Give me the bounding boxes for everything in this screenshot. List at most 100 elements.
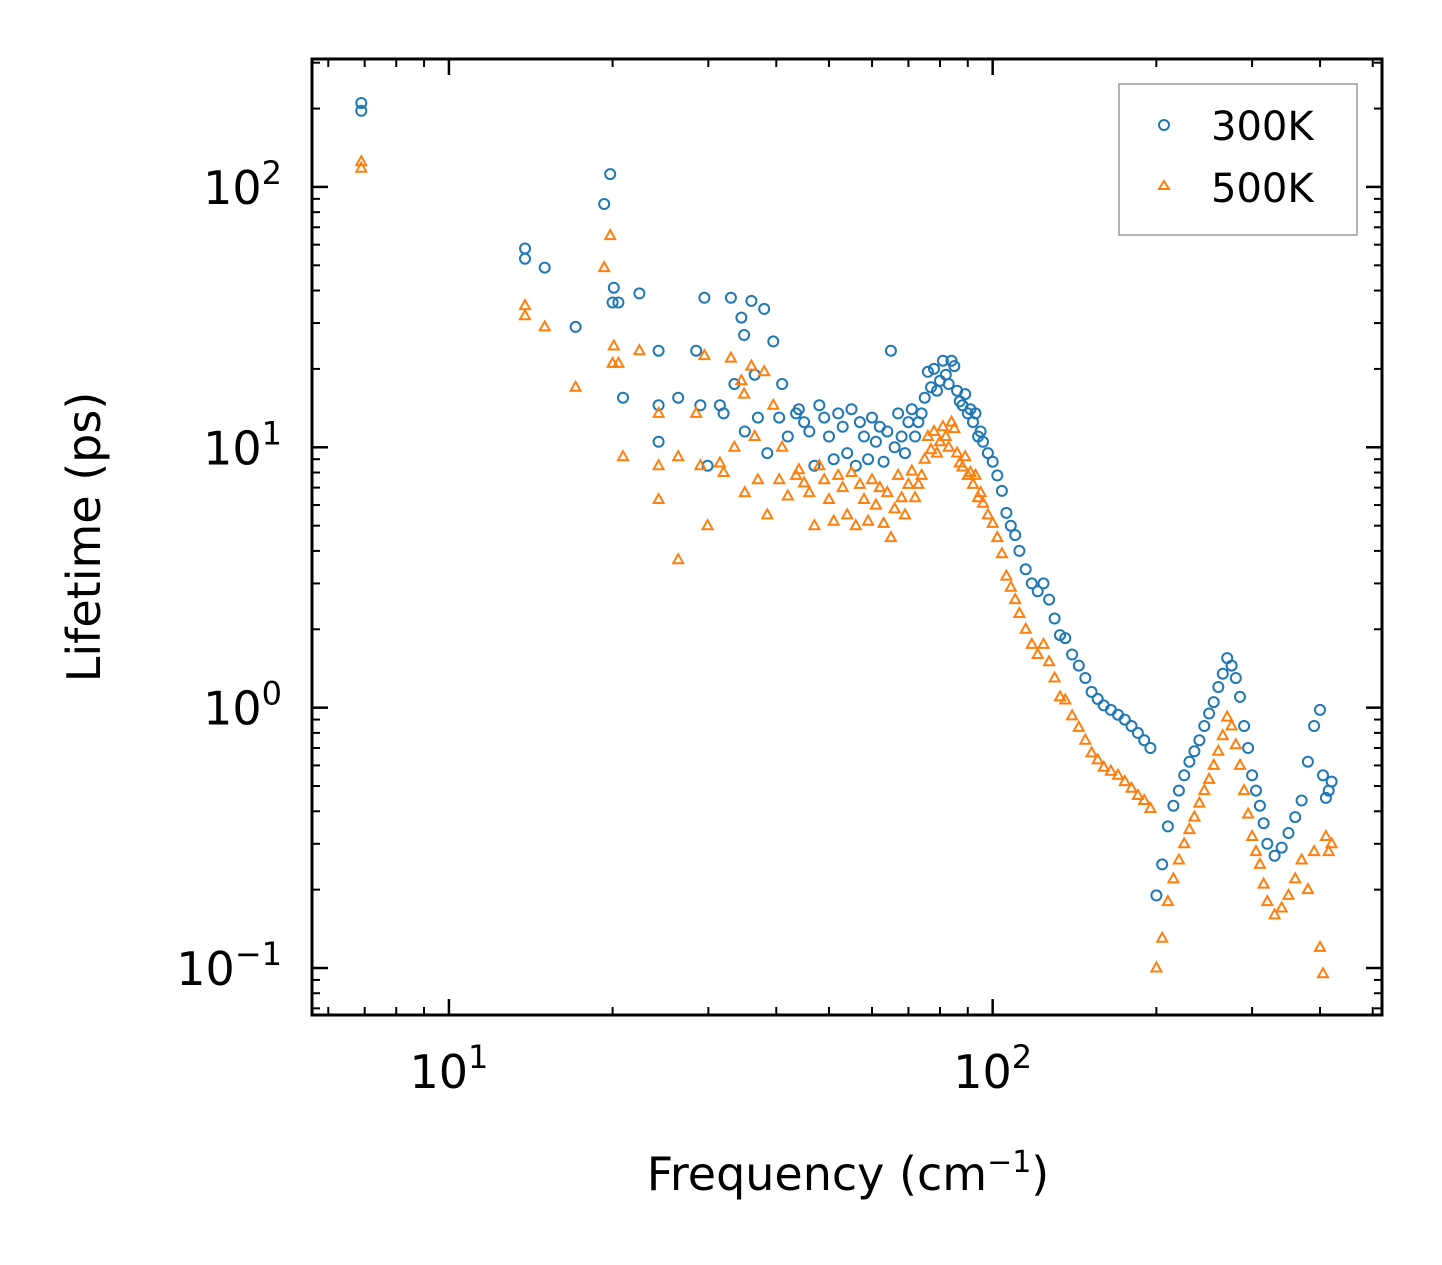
point-300k xyxy=(853,416,866,429)
point-500k xyxy=(724,350,738,363)
point-500k xyxy=(538,319,552,332)
x-axis-label: Frequency (cm−1) xyxy=(647,1145,1050,1201)
point-500k xyxy=(1220,709,1234,722)
point-300k xyxy=(915,407,928,420)
point-300k xyxy=(818,411,831,424)
point-300k xyxy=(617,391,629,404)
point-300k xyxy=(845,403,858,416)
point-300k xyxy=(1289,811,1302,824)
point-300k xyxy=(1079,672,1092,684)
point-500k xyxy=(1078,732,1092,745)
point-500k xyxy=(1281,887,1296,900)
point-300k xyxy=(918,391,931,404)
point-500k xyxy=(697,348,712,361)
point-500k xyxy=(891,467,905,480)
point-300k xyxy=(798,416,811,429)
point-300k xyxy=(1019,563,1032,576)
point-500k xyxy=(671,449,685,462)
point-300k xyxy=(884,344,897,357)
point-500k xyxy=(853,476,867,489)
y-tick-labels: 10−1 100 101 102 xyxy=(176,154,282,996)
point-500k xyxy=(1294,852,1309,865)
point-300k xyxy=(1125,720,1138,732)
point-500k xyxy=(772,472,786,485)
point-500k xyxy=(1256,876,1271,889)
point-500k xyxy=(789,467,803,480)
point-300k xyxy=(832,407,845,420)
point-300k xyxy=(694,399,707,412)
point-300k xyxy=(1261,837,1274,850)
point-300k xyxy=(1091,693,1104,705)
point-500k xyxy=(1118,774,1132,787)
point-300k xyxy=(1178,769,1191,782)
point-300k xyxy=(909,430,922,443)
point-300k xyxy=(598,198,611,210)
point-500k xyxy=(797,475,811,488)
point-300k xyxy=(776,378,789,390)
point-500k xyxy=(671,552,685,565)
legend-label-300k: 300K xyxy=(1211,104,1315,150)
point-500k xyxy=(990,530,1004,543)
point-500k xyxy=(1091,752,1105,765)
point-300k xyxy=(1013,544,1026,557)
point-500k xyxy=(689,405,703,418)
point-500k xyxy=(939,428,953,441)
point-500k xyxy=(700,518,715,531)
point-300k xyxy=(921,365,934,378)
point-300k xyxy=(1253,799,1266,812)
point-300k xyxy=(991,469,1004,482)
point-500k xyxy=(947,421,961,434)
point-500k xyxy=(651,458,666,471)
point-500k xyxy=(1111,767,1125,780)
point-300k xyxy=(1172,784,1185,797)
point-300k xyxy=(969,407,982,420)
point-500k xyxy=(603,228,617,241)
point-300k xyxy=(1225,659,1238,672)
point-300k xyxy=(1207,696,1220,709)
point-300k xyxy=(1314,703,1326,716)
point-300k xyxy=(892,407,905,420)
point-300k xyxy=(612,296,625,309)
point-300k xyxy=(1319,791,1332,804)
point-500k xyxy=(944,414,959,427)
point-300k xyxy=(735,311,748,324)
point-300k xyxy=(1268,849,1281,862)
point-500k xyxy=(976,495,990,508)
point-500k xyxy=(942,439,956,452)
point-500k xyxy=(1216,728,1230,741)
point-500k xyxy=(898,507,912,520)
point-300k xyxy=(862,453,875,466)
point-500k xyxy=(1211,743,1225,756)
point-300k xyxy=(1257,817,1270,830)
point-300k xyxy=(808,459,821,472)
point-500k xyxy=(607,338,621,351)
point-300k xyxy=(1308,720,1321,732)
point-300k xyxy=(1150,889,1163,902)
point-300k xyxy=(858,430,870,443)
point-300k xyxy=(942,378,955,390)
point-500k xyxy=(1237,783,1251,796)
point-300k xyxy=(925,381,937,394)
point-300k xyxy=(1066,648,1079,661)
point-300k xyxy=(1025,577,1038,590)
point-500k xyxy=(963,464,978,477)
point-300k xyxy=(1138,734,1151,747)
point-300k xyxy=(355,97,368,109)
point-300k xyxy=(767,335,780,348)
point-300k xyxy=(1238,720,1251,732)
point-300k xyxy=(604,168,617,181)
point-500k xyxy=(1008,592,1022,605)
legend-label-500k: 500K xyxy=(1211,166,1315,212)
point-300k xyxy=(1000,506,1013,519)
point-500k xyxy=(857,491,871,504)
point-300k xyxy=(986,455,999,468)
point-300k xyxy=(836,420,849,433)
point-300k xyxy=(1131,726,1144,739)
legend: 300K 500K xyxy=(1118,83,1358,236)
point-500k xyxy=(1058,692,1072,705)
point-500k xyxy=(869,497,883,510)
y-tick-label: 101 xyxy=(203,414,282,475)
point-500k xyxy=(807,518,822,531)
y-axis-label: Lifetime (ps) xyxy=(57,392,111,683)
point-500k xyxy=(1202,771,1216,784)
